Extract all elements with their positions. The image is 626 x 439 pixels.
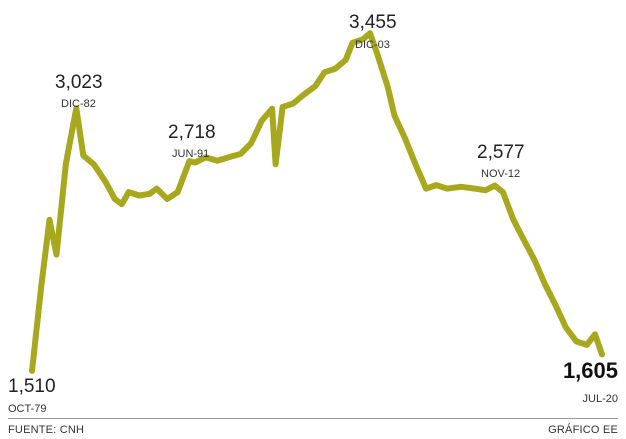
annotation-dic03: 3,455 DIC-03 <box>349 12 397 51</box>
annotation-value: 2,718 <box>168 122 216 143</box>
annotation-nov12: 2,577 NOV-12 <box>477 142 525 180</box>
footer-rule <box>8 418 618 419</box>
annotation-oct79: 1,510 OCT-79 <box>8 376 56 415</box>
series-line <box>29 30 605 374</box>
annotation-date: OCT-79 <box>8 403 47 415</box>
annotation-value: 3,455 <box>349 12 397 33</box>
annotation-jul20: 1,605 JUL-20 <box>563 358 618 405</box>
credit-note: GRÁFICO EE <box>548 424 618 436</box>
source-note: FUENTE: CNH <box>8 424 85 436</box>
series-line-group <box>29 30 605 374</box>
annotation-date: JUN-91 <box>172 148 209 160</box>
annotation-dic82: 3,023 DIC-82 <box>55 72 103 110</box>
annotation-date: DIC-03 <box>355 39 390 51</box>
annotation-value: 3,023 <box>55 72 103 93</box>
annotation-date: DIC-82 <box>61 98 96 110</box>
annotation-date: NOV-12 <box>481 168 520 180</box>
annotation-value-final: 1,605 <box>563 358 618 383</box>
annotation-date: JUL-20 <box>583 393 618 405</box>
annotation-value: 2,577 <box>477 142 525 163</box>
annotation-value: 1,510 <box>8 376 56 397</box>
annotation-jun91: 2,718 JUN-91 <box>168 122 216 160</box>
